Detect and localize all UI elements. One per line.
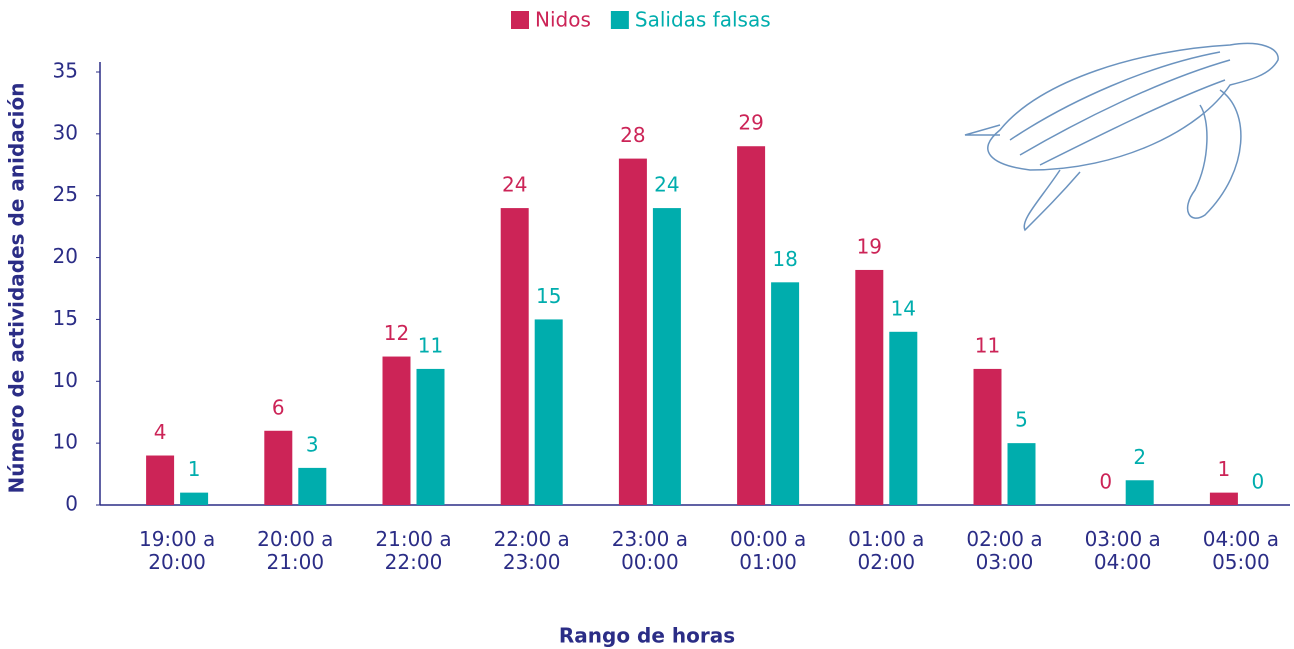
bar (889, 331, 918, 505)
y-axis-label: Número de actividades de anidación (5, 83, 29, 494)
value-label: 0 (1252, 470, 1265, 494)
value-label: 11 (975, 333, 1000, 357)
value-label: 19 (857, 234, 882, 258)
y-tick-label: 35 (53, 59, 78, 83)
value-label: 15 (536, 284, 561, 308)
x-tick-label: 01:00 a 02:00 (848, 527, 925, 574)
y-tick-label: 25 (53, 182, 78, 206)
x-axis-label: Rango de horas (559, 624, 735, 648)
bar (973, 368, 1002, 505)
bar (1007, 443, 1036, 505)
value-label: 3 (306, 432, 319, 456)
bar (652, 208, 681, 506)
x-tick-label: 03:00 a 04:00 (1084, 527, 1161, 574)
value-label: 18 (772, 247, 797, 271)
bar (855, 269, 884, 505)
bar (382, 356, 411, 505)
turtle-illustration (964, 42, 1279, 232)
x-tick-label: 23:00 a 00:00 (611, 527, 689, 574)
legend-label: Nidos (535, 8, 591, 32)
bar (298, 467, 327, 505)
y-tick-label: 30 (53, 120, 78, 144)
value-label: 28 (620, 123, 645, 147)
bar (180, 492, 209, 505)
y-tick-label: 10 (53, 368, 78, 392)
x-tick-label: 22:00 a 23:00 (493, 527, 570, 574)
legend-swatch (511, 11, 529, 29)
value-label: 5 (1015, 408, 1028, 432)
value-label: 4 (154, 420, 167, 444)
y-tick-label: 0 (65, 492, 78, 516)
bar (1125, 480, 1154, 505)
y-tick-label: 20 (53, 244, 78, 268)
value-label: 12 (384, 321, 409, 345)
bar (264, 430, 293, 505)
bar (737, 146, 766, 505)
value-label: 29 (738, 111, 763, 135)
value-label: 24 (654, 173, 679, 197)
x-tick-label: 20:00 a 21:00 (257, 527, 334, 574)
x-tick-label: 21:00 a 22:00 (375, 527, 452, 574)
value-label: 14 (891, 296, 916, 320)
value-label: 24 (502, 173, 527, 197)
x-tick-label: 00:00 a 01:00 (729, 527, 807, 574)
bar (416, 368, 445, 505)
bar (618, 158, 647, 505)
bar (146, 455, 175, 505)
value-label: 2 (1133, 445, 1146, 469)
bar (534, 319, 563, 505)
bar (1209, 492, 1238, 505)
x-tick-label: 04:00 a 05:00 (1202, 527, 1280, 574)
bar (500, 208, 529, 506)
value-label: 1 (188, 457, 201, 481)
y-tick-label: 10 (53, 430, 78, 454)
legend-label: Salidas falsas (635, 8, 771, 32)
value-label: 6 (272, 395, 285, 419)
value-label: 1 (1218, 457, 1231, 481)
x-tick-label: 02:00 a 03:00 (966, 527, 1043, 574)
legend-swatch (610, 11, 629, 29)
x-tick-label: 19:00 a 20:00 (138, 527, 216, 574)
y-tick-label: 15 (53, 306, 78, 330)
value-label: 0 (1099, 470, 1112, 494)
bar (771, 282, 800, 505)
value-label: 11 (418, 333, 443, 357)
